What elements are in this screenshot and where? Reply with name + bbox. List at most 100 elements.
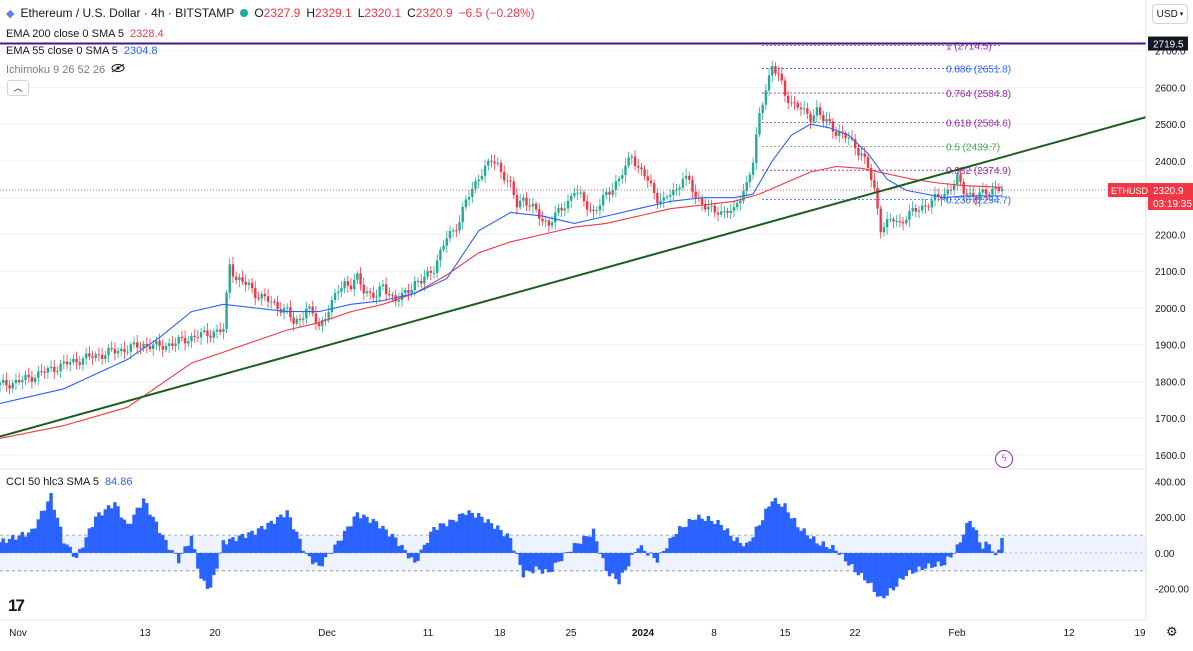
candle-body <box>340 287 343 292</box>
candle-body <box>739 200 742 204</box>
candle-body <box>637 165 640 168</box>
candle-body <box>199 332 203 338</box>
candle-body <box>311 306 314 314</box>
time-tick-label: 12 <box>1063 628 1075 639</box>
candle-body <box>646 176 649 181</box>
cci-bar <box>119 517 123 553</box>
cci-bar <box>534 552 538 567</box>
flash-icon[interactable]: ϟ <box>995 450 1013 468</box>
cci-bar <box>687 518 691 553</box>
cci-bar <box>212 552 216 576</box>
candle-body <box>509 180 512 182</box>
time-tick-label: Dec <box>318 628 336 639</box>
cci-bar <box>416 552 420 561</box>
market-status-icon <box>240 9 249 17</box>
candle-body <box>554 212 557 223</box>
cci-bar <box>668 538 672 553</box>
ema55-legend[interactable]: EMA 55 close 0 SMA 5 2304.8 <box>6 45 158 57</box>
candle-body <box>751 162 755 175</box>
candle-body <box>343 281 346 288</box>
candle-body <box>633 156 637 166</box>
trendline[interactable] <box>0 116 1147 438</box>
time-tick-label: 22 <box>849 628 861 639</box>
candle-body <box>254 288 257 299</box>
cci-bar <box>872 552 877 593</box>
price-tick-label: 1900.0 <box>1155 341 1186 352</box>
candle-body <box>145 343 148 346</box>
eye-hidden-icon[interactable] <box>111 63 125 76</box>
fib-level-label: 0.618 (2504.6) <box>946 119 1011 130</box>
cci-bar <box>55 517 60 553</box>
cci-bar <box>824 547 829 553</box>
cci-bar <box>263 529 267 553</box>
candle-body <box>528 205 531 207</box>
cci-bar <box>215 552 219 569</box>
ichimoku-legend[interactable]: Ichimoku 9 26 52 26 <box>6 63 125 76</box>
cci-bar <box>847 552 851 566</box>
cci-bar <box>409 552 414 558</box>
cci-bar <box>173 552 178 554</box>
cci-bar <box>14 539 18 553</box>
cci-bar <box>649 552 653 554</box>
currency-selector[interactable]: USD ▾ <box>1152 4 1188 24</box>
candle-body <box>480 176 484 180</box>
candle-body <box>735 203 739 208</box>
candle-body <box>362 284 365 294</box>
candle-body <box>384 284 388 294</box>
cci-bar <box>330 552 334 554</box>
candle-body <box>828 119 831 122</box>
fib-level-label: 0.236 (2294.7) <box>946 196 1011 207</box>
cci-bar <box>189 535 194 553</box>
cci-bar <box>914 552 918 573</box>
cci-bar <box>183 546 187 553</box>
candle-body <box>171 343 174 346</box>
candle-body <box>94 354 97 358</box>
symbol-title[interactable]: Ethereum / U.S. Dollar · 4h · BITSTAMP <box>20 6 235 20</box>
ohlc-close: C2320.9 <box>407 6 453 20</box>
fibonacci-retracement[interactable]: 1 (2714.5) 0.886 (2651.8) 0.764 (2584.8) 0.… <box>762 41 1011 207</box>
candle-body <box>69 362 72 365</box>
cci-bar <box>678 526 682 553</box>
candle-body <box>585 201 589 210</box>
cci-bar <box>326 552 331 554</box>
candle-body <box>943 194 946 199</box>
candle-body <box>490 160 493 162</box>
cci-bar <box>671 536 676 553</box>
candle-body <box>694 191 697 198</box>
cci-bar <box>132 514 136 553</box>
cci-bar <box>135 507 139 553</box>
gear-icon[interactable]: ⚙ <box>1166 624 1178 639</box>
cci-bar <box>71 552 76 557</box>
cci-bar <box>103 509 108 553</box>
cci-bar <box>467 510 471 553</box>
candle-body <box>812 115 815 122</box>
candle-body <box>353 279 356 290</box>
cci-tick-label: 200.00 <box>1155 513 1186 524</box>
chevron-up-icon[interactable]: ︿ <box>7 80 29 96</box>
cci-bar <box>378 528 382 553</box>
cci-bar <box>90 527 95 553</box>
candle-body <box>930 200 933 208</box>
candle-body <box>905 219 908 224</box>
candle-body <box>104 355 107 359</box>
candle-body <box>515 195 519 208</box>
candle-body <box>544 220 547 222</box>
cci-bar <box>78 548 82 553</box>
ema200-legend[interactable]: EMA 200 close 0 SMA 5 2328.4 <box>6 28 164 40</box>
candle-body <box>732 207 736 211</box>
candle-body <box>40 371 43 373</box>
candle-body <box>477 179 480 182</box>
symbol-header[interactable]: ◆ Ethereum / U.S. Dollar · 4h · BITSTAMP… <box>6 6 535 20</box>
candle-body <box>43 371 46 373</box>
candle-body <box>499 162 503 172</box>
time-tick-label: 20 <box>209 628 221 639</box>
price-grid <box>0 50 1146 456</box>
cci-bar <box>674 534 679 553</box>
cci-bar <box>920 552 924 571</box>
time-tick-label: 25 <box>565 628 577 639</box>
candle-body <box>691 179 694 192</box>
cci-bar <box>100 515 104 553</box>
cci-legend[interactable]: CCI 50 hlc3 SMA 5 84.86 <box>6 476 132 488</box>
candle-body <box>857 148 860 156</box>
